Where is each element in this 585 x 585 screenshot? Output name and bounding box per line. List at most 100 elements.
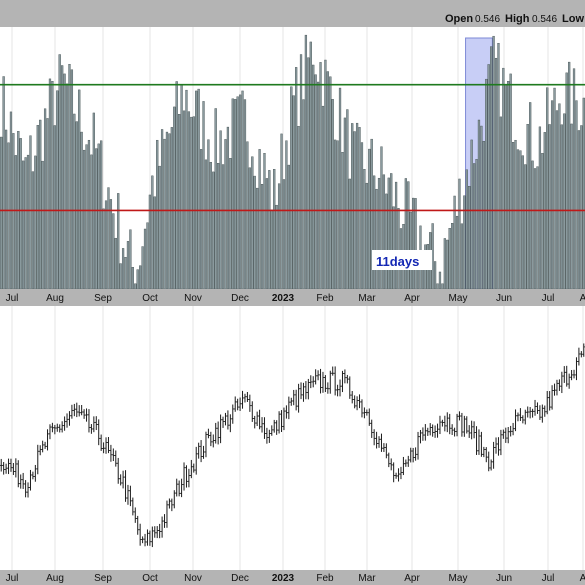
bar xyxy=(490,46,493,290)
top-x-tick-label: Feb xyxy=(316,293,334,304)
bar xyxy=(504,84,507,290)
bar xyxy=(392,206,395,290)
bar xyxy=(448,228,451,290)
bar xyxy=(197,88,200,290)
bar xyxy=(368,148,371,290)
bottom-panel-grid xyxy=(11,306,584,570)
bar xyxy=(212,171,215,290)
bar xyxy=(229,158,232,290)
bar xyxy=(214,108,217,290)
bar xyxy=(141,246,144,290)
bar xyxy=(275,204,278,290)
bar xyxy=(346,109,349,290)
bar xyxy=(351,123,354,290)
bar xyxy=(139,265,142,290)
bar xyxy=(533,168,537,290)
bar xyxy=(29,135,32,290)
bar xyxy=(451,223,454,290)
bar xyxy=(394,181,398,290)
bar xyxy=(241,90,244,290)
top-x-tick-label: Aug xyxy=(46,293,64,304)
bar xyxy=(131,267,134,290)
bar xyxy=(180,84,183,290)
bar xyxy=(468,186,471,290)
top-x-tick-label: Oct xyxy=(142,293,158,304)
bar xyxy=(455,215,459,290)
bar xyxy=(26,154,30,290)
bar xyxy=(475,159,478,290)
bar xyxy=(570,123,573,290)
bar xyxy=(258,149,261,290)
bar xyxy=(382,174,386,290)
bar xyxy=(546,87,549,290)
bar xyxy=(465,169,468,290)
bar xyxy=(158,165,161,290)
bar xyxy=(358,127,361,290)
bar xyxy=(480,125,483,290)
bar xyxy=(190,116,193,290)
bar xyxy=(265,178,269,290)
bar xyxy=(502,67,505,290)
bar xyxy=(363,169,366,290)
bar xyxy=(224,139,227,290)
bar xyxy=(119,263,122,290)
bar xyxy=(309,41,312,290)
bar xyxy=(209,161,212,290)
top-x-tick-label: Mar xyxy=(358,293,376,304)
bar xyxy=(421,267,425,290)
bar xyxy=(497,43,500,290)
bar xyxy=(95,148,98,290)
bar xyxy=(524,164,527,290)
bar xyxy=(43,108,47,290)
bar xyxy=(541,153,544,290)
bar xyxy=(238,94,242,290)
bar xyxy=(117,193,120,290)
bottom-x-tick-label: Nov xyxy=(184,573,202,584)
bar xyxy=(102,208,105,290)
bar xyxy=(63,73,66,290)
bar xyxy=(548,124,551,290)
bar xyxy=(207,139,210,290)
bar xyxy=(19,138,22,290)
bar xyxy=(277,183,281,290)
bar xyxy=(53,125,56,290)
bar xyxy=(375,188,378,290)
bar xyxy=(316,81,320,290)
header-open-label: Open xyxy=(445,13,473,25)
bar xyxy=(511,142,515,290)
bar xyxy=(514,139,517,290)
bar xyxy=(397,208,400,290)
bar xyxy=(521,155,524,290)
bar xyxy=(441,283,444,290)
bar xyxy=(553,87,556,290)
bar xyxy=(494,57,498,290)
bar xyxy=(34,155,37,290)
top-x-axis: Jul Aug Sep Oct Nov Dec 2023 Feb Mar Apr May Jun Jul… xyxy=(6,293,585,304)
top-x-tick-label: Sep xyxy=(94,293,112,304)
header-high-label: High xyxy=(505,13,530,25)
bar xyxy=(187,111,191,290)
bar xyxy=(104,200,108,290)
bar xyxy=(273,169,276,290)
bar xyxy=(334,139,337,290)
bar xyxy=(555,110,559,290)
bar xyxy=(580,125,583,290)
bar xyxy=(550,100,554,290)
bar xyxy=(280,133,283,290)
price-series xyxy=(0,343,585,548)
bar xyxy=(260,183,264,290)
bar xyxy=(41,160,44,290)
bar xyxy=(221,164,225,290)
bar xyxy=(243,99,247,290)
bar xyxy=(282,179,286,290)
bar xyxy=(107,187,110,290)
bar xyxy=(24,157,27,290)
bar xyxy=(0,136,3,290)
header-open-value: 0.546 xyxy=(475,14,500,25)
bar xyxy=(234,99,237,290)
bar xyxy=(477,119,481,290)
bar xyxy=(236,96,239,290)
top-x-tick-label: Apr xyxy=(404,293,420,304)
bar xyxy=(329,76,332,290)
